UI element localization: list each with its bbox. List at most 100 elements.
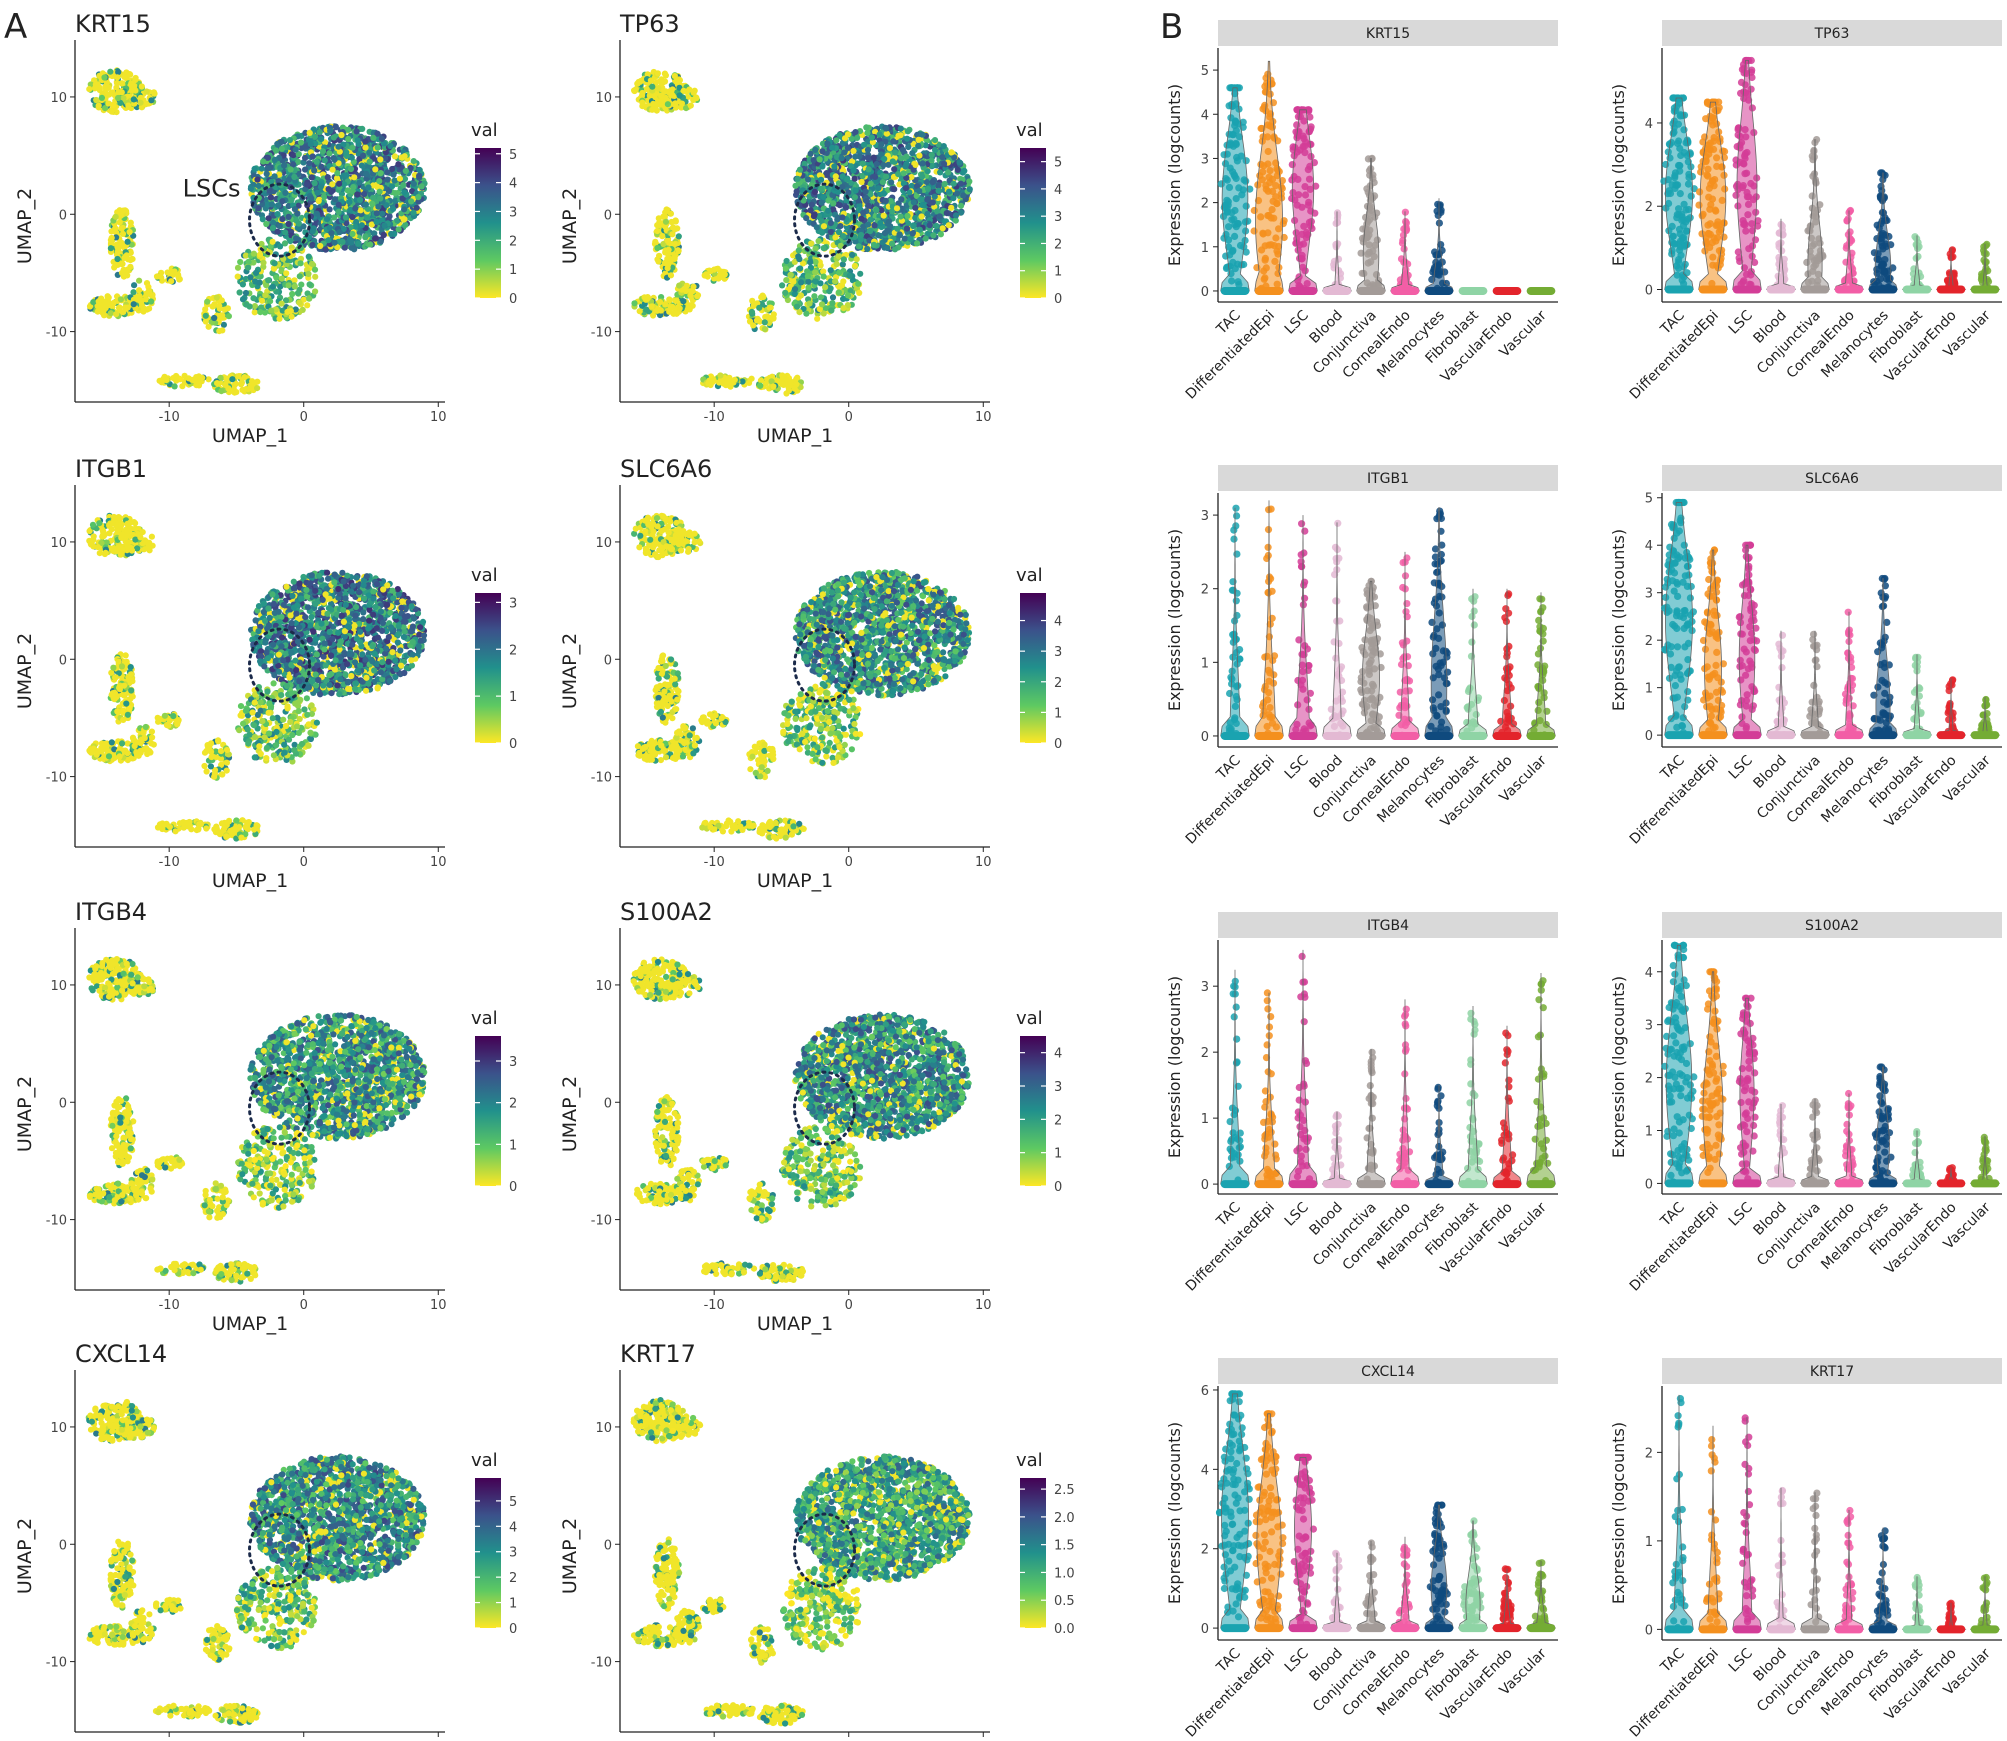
umap-point: [336, 202, 342, 208]
umap-point: [357, 197, 363, 203]
umap-point: [362, 145, 368, 151]
umap-point: [218, 388, 224, 394]
umap-x-tick-label: 10: [430, 410, 447, 425]
umap-point: [639, 90, 645, 96]
umap-point: [273, 148, 279, 154]
umap-point: [812, 269, 818, 275]
umap-point: [377, 156, 383, 162]
umap-point: [331, 157, 337, 163]
umap-point: [658, 76, 664, 82]
umap-point: [727, 384, 733, 390]
umap-point: [655, 258, 661, 264]
umap-point: [756, 305, 762, 311]
umap-point: [127, 72, 133, 78]
umap-point: [103, 301, 109, 307]
umap-point: [307, 281, 313, 287]
umap-point: [343, 214, 349, 220]
umap-point: [966, 178, 972, 184]
umap-point: [828, 285, 834, 291]
umap-point: [309, 242, 315, 248]
umap-point: [277, 243, 283, 249]
umap-point: [898, 213, 904, 219]
umap-point: [265, 277, 271, 283]
umap-point: [286, 282, 292, 288]
umap-point: [400, 182, 406, 188]
umap-point: [782, 290, 788, 296]
umap-point: [770, 383, 776, 389]
umap-point: [925, 186, 931, 192]
umap-point: [852, 176, 858, 182]
umap-point: [268, 308, 274, 314]
umap-point: [119, 261, 125, 267]
umap-point: [786, 388, 792, 394]
umap-point: [757, 383, 763, 389]
umap-point: [379, 211, 385, 217]
umap-point: [828, 307, 834, 313]
umap-point: [864, 130, 870, 136]
umap-point: [843, 204, 849, 210]
umap-point: [136, 278, 142, 284]
umap-point: [631, 88, 637, 94]
umap-point: [865, 221, 871, 227]
umap-point: [402, 222, 408, 228]
umap-y-label: UMAP_2: [14, 188, 36, 264]
umap-point: [287, 238, 293, 244]
umap-point: [839, 282, 845, 288]
legend-tick-label: 3: [509, 205, 517, 220]
umap-point: [348, 239, 354, 245]
umap-y-tick-label: 0: [604, 208, 612, 223]
umap-point: [960, 192, 966, 198]
umap-point: [747, 318, 753, 324]
umap-point: [850, 148, 856, 154]
umap-point: [177, 276, 183, 282]
umap-point: [902, 163, 908, 169]
umap-point: [348, 245, 354, 251]
umap-point: [324, 216, 330, 222]
umap-point: [388, 231, 394, 237]
umap-point: [374, 219, 380, 225]
umap-point: [367, 159, 373, 165]
umap-point: [119, 89, 125, 95]
umap-point: [119, 80, 125, 86]
umap-point: [880, 179, 886, 185]
umap-point: [378, 170, 384, 176]
umap-point: [408, 198, 414, 204]
umap-points: [631, 69, 973, 397]
umap-point: [384, 169, 390, 175]
umap-point: [900, 147, 906, 153]
umap-point: [270, 284, 276, 290]
legend-tick-label: 5: [509, 148, 517, 163]
umap-point: [758, 294, 764, 300]
umap-point: [669, 231, 675, 237]
umap-point: [920, 160, 926, 166]
umap-point: [909, 183, 915, 189]
umap-point: [659, 233, 665, 239]
umap-point: [904, 226, 910, 232]
umap-point: [938, 231, 944, 237]
umap-point: [816, 238, 822, 244]
umap-point: [898, 126, 904, 132]
umap-point: [298, 260, 304, 266]
umap-point: [379, 136, 385, 142]
umap-point: [662, 301, 668, 307]
umap-point: [819, 200, 825, 206]
umap-point: [706, 378, 712, 384]
umap-point: [858, 232, 864, 238]
umap-point: [304, 182, 310, 188]
umap-point: [240, 281, 246, 287]
umap-point: [852, 263, 858, 269]
umap-point: [253, 270, 259, 276]
umap-point: [912, 162, 918, 168]
umap-point: [891, 186, 897, 192]
umap-point: [392, 190, 398, 196]
umap-point: [821, 194, 827, 200]
umap-point: [262, 292, 268, 298]
umap-point: [125, 103, 131, 109]
legend-colorbar: [475, 148, 501, 298]
umap-point: [803, 311, 809, 317]
umap-point: [665, 101, 671, 107]
umap-point: [118, 296, 124, 302]
umap-point: [93, 82, 99, 88]
umap-point: [839, 214, 845, 220]
lsc-annotation: LSCs: [183, 175, 241, 203]
